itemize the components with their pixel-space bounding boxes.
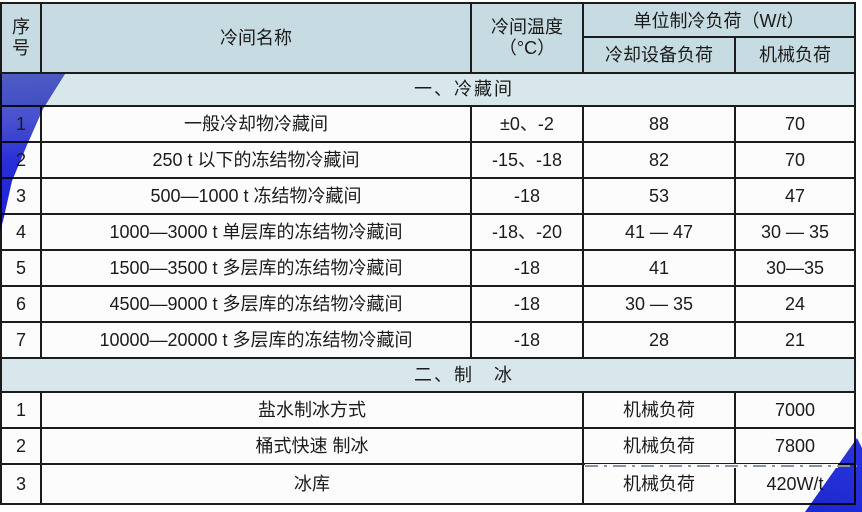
table-row: 6 4500—9000 t 多层库的冻结物冷藏间 -18 30 — 35 24 (2, 287, 854, 323)
mech-load-cell: 420W/t (736, 465, 854, 503)
equip-load-cell: 28 (584, 323, 736, 357)
temp-cell: ±0、-2 (472, 107, 584, 141)
equip-load-cell: 82 (584, 143, 736, 177)
name-cell: 250 t 以下的冻结物冷藏间 (42, 143, 472, 177)
header-room-temp-line2: （°C） (498, 38, 556, 58)
name-cell: 1500—3500 t 多层库的冻结物冷藏间 (42, 251, 472, 285)
table-row: 1 盐水制冰方式 机械负荷 7000 (2, 393, 854, 429)
name-cell: 4500—9000 t 多层库的冻结物冷藏间 (42, 287, 472, 321)
equip-load-cell: 88 (584, 107, 736, 141)
mech-load-cell: 24 (736, 287, 854, 321)
serial-cell: 1 (2, 107, 42, 141)
refrigeration-load-table: 序号 冷间名称 冷间温度 （°C） 单位制冷负荷（W/t） 冷却设备负荷 机械负… (0, 2, 856, 505)
table-header-row: 序号 冷间名称 冷间温度 （°C） 单位制冷负荷（W/t） 冷却设备负荷 机械负… (2, 4, 854, 74)
equip-load-cell: 53 (584, 179, 736, 213)
serial-cell: 2 (2, 143, 42, 177)
mech-load-cell: 70 (736, 143, 854, 177)
header-load-group: 单位制冷负荷（W/t） 冷却设备负荷 机械负荷 (584, 4, 854, 72)
load-type-cell: 机械负荷 (584, 393, 736, 427)
name-cell: 1000—3000 t 单层库的冻结物冷藏间 (42, 215, 472, 249)
temp-cell: -18 (472, 287, 584, 321)
serial-cell: 4 (2, 215, 42, 249)
serial-cell: 7 (2, 323, 42, 357)
table-row: 5 1500—3500 t 多层库的冻结物冷藏间 -18 41 30—35 (2, 251, 854, 287)
mech-load-cell: 30—35 (736, 251, 854, 285)
header-mechanical-load: 机械负荷 (736, 38, 854, 72)
table-row: 2 250 t 以下的冻结物冷藏间 -15、-18 82 70 (2, 143, 854, 179)
header-room-temp-line1: 冷间温度 (491, 17, 563, 38)
mech-load-cell: 30 — 35 (736, 215, 854, 249)
mech-load-cell: 47 (736, 179, 854, 213)
table-row: 3 冰库 机械负荷 420W/t (2, 465, 854, 503)
name-cell: 一般冷却物冷藏间 (42, 107, 472, 141)
mech-load-cell: 7800 (736, 429, 854, 463)
temp-cell: -18、-20 (472, 215, 584, 249)
name-cell: 冰库 (42, 465, 584, 503)
equip-load-cell: 41 (584, 251, 736, 285)
mech-load-cell: 21 (736, 323, 854, 357)
name-cell: 盐水制冰方式 (42, 393, 584, 427)
serial-cell: 1 (2, 393, 42, 427)
section-title: 二、制 冰 (2, 359, 854, 391)
serial-cell: 2 (2, 429, 42, 463)
serial-cell: 3 (2, 465, 42, 503)
table-row: 4 1000—3000 t 单层库的冻结物冷藏间 -18、-20 41 — 47… (2, 215, 854, 251)
temp-cell: -18 (472, 179, 584, 213)
header-equipment-load: 冷却设备负荷 (584, 38, 736, 72)
header-room-name: 冷间名称 (42, 4, 472, 72)
equip-load-cell: 30 — 35 (584, 287, 736, 321)
temp-cell: -18 (472, 323, 584, 357)
name-cell: 500—1000 t 冻结物冷藏间 (42, 179, 472, 213)
mech-load-cell: 7000 (736, 393, 854, 427)
header-room-temp: 冷间温度 （°C） (472, 4, 584, 72)
load-type-cell: 机械负荷 (584, 465, 736, 503)
mech-load-cell: 70 (736, 107, 854, 141)
section-row-cold-storage: 一、冷藏间 (2, 74, 854, 107)
table-row: 7 10000—20000 t 多层库的冻结物冷藏间 -18 28 21 (2, 323, 854, 359)
load-type-cell: 机械负荷 (584, 429, 736, 463)
equip-load-cell: 41 — 47 (584, 215, 736, 249)
table-row: 3 500—1000 t 冻结物冷藏间 -18 53 47 (2, 179, 854, 215)
temp-cell: -15、-18 (472, 143, 584, 177)
table-row: 1 一般冷却物冷藏间 ±0、-2 88 70 (2, 107, 854, 143)
name-cell: 10000—20000 t 多层库的冻结物冷藏间 (42, 323, 472, 357)
name-cell: 桶式快速 制冰 (42, 429, 584, 463)
serial-cell: 5 (2, 251, 42, 285)
header-load-group-title: 单位制冷负荷（W/t） (584, 4, 854, 38)
section-title: 一、冷藏间 (2, 74, 854, 105)
header-serial: 序号 (2, 4, 42, 72)
table-row: 2 桶式快速 制冰 机械负荷 7800 (2, 429, 854, 465)
temp-cell: -18 (472, 251, 584, 285)
section-row-ice-making: 二、制 冰 (2, 359, 854, 393)
serial-cell: 3 (2, 179, 42, 213)
header-load-subrow: 冷却设备负荷 机械负荷 (584, 38, 854, 72)
serial-cell: 6 (2, 287, 42, 321)
